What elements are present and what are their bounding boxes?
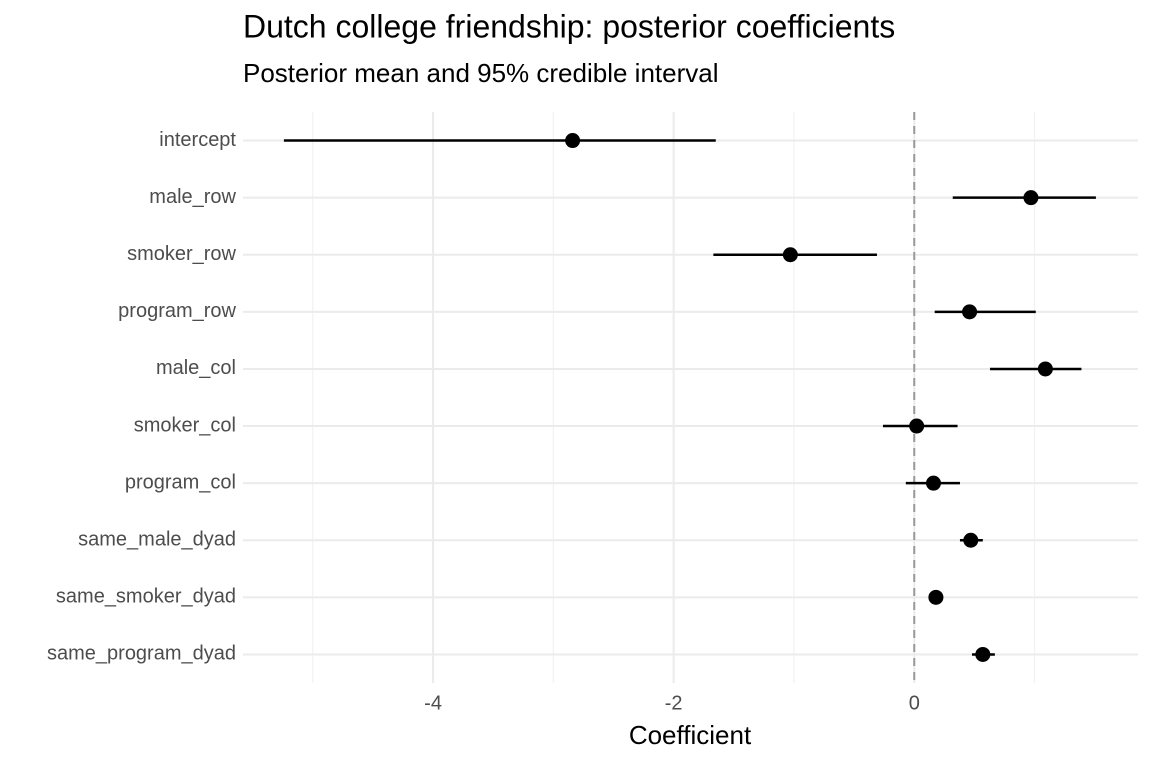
point [1037, 361, 1053, 377]
x-tick-label: -2 [665, 692, 683, 714]
y-tick-label: same_smoker_dyad [56, 586, 236, 608]
y-tick-label: program_row [118, 300, 236, 322]
point [909, 418, 925, 434]
chart-subtitle: Posterior mean and 95% credible interval [243, 58, 718, 88]
point [928, 589, 944, 605]
point [1023, 190, 1039, 206]
y-tick-label: program_col [125, 471, 236, 493]
y-tick-label: intercept [159, 129, 236, 151]
point [963, 532, 979, 548]
x-tick-label: -4 [424, 692, 442, 714]
point [565, 133, 581, 149]
point [962, 304, 978, 320]
y-tick-label: same_male_dyad [78, 529, 236, 551]
y-tick-label: smoker_col [134, 414, 236, 436]
point [925, 475, 941, 491]
point [975, 646, 991, 662]
point [782, 247, 798, 263]
x-axis-title: Coefficient [629, 720, 752, 750]
y-tick-label: male_col [156, 357, 236, 379]
y-tick-label: same_program_dyad [47, 643, 236, 665]
x-tick-label: 0 [909, 692, 920, 714]
y-tick-label: smoker_row [127, 243, 236, 265]
chart-title: Dutch college friendship: posterior coef… [243, 8, 895, 44]
y-tick-label: male_row [149, 186, 236, 208]
